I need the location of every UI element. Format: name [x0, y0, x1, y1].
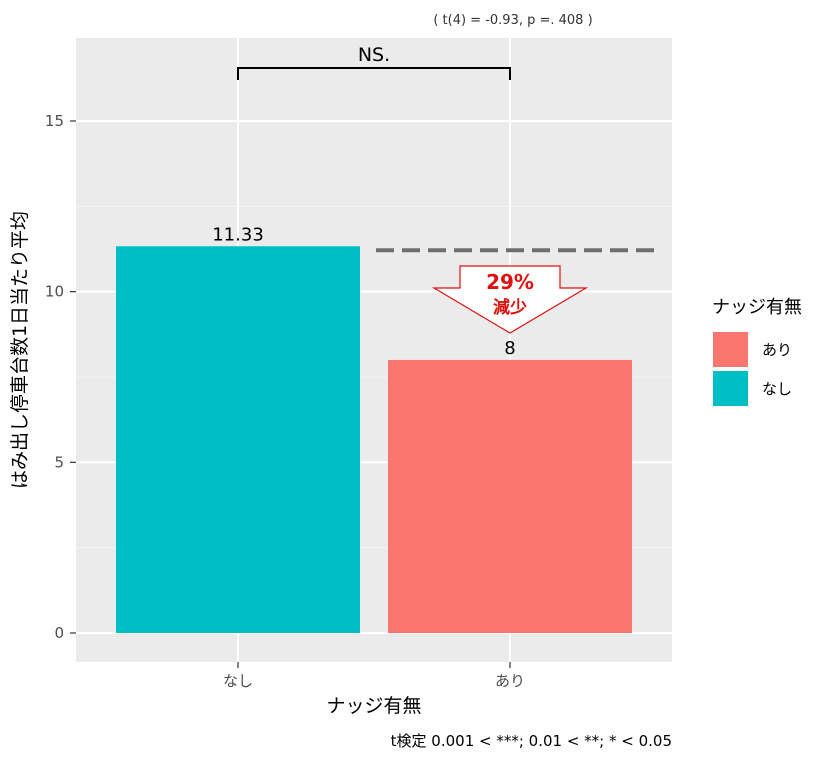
- test-footnote: t検定 0.001 < ***; 0.01 < **; * < 0.05: [391, 732, 672, 750]
- x-axis-ticks: なし あり: [223, 662, 525, 690]
- bar-0: [116, 246, 360, 633]
- legend-label-ari: あり: [762, 341, 792, 359]
- bar-value-label: 11.33: [212, 224, 264, 245]
- y-tick-label: 0: [54, 624, 64, 642]
- y-tick-label: 5: [54, 453, 64, 471]
- significance-label: NS.: [358, 44, 390, 66]
- stat-test-text: ( t(4) = -0.93, p =. 408 ): [433, 13, 592, 28]
- x-tick-label: なし: [223, 672, 253, 690]
- down-arrow-icon: [431, 265, 589, 334]
- reduction-callout-arrow: 29% 減少: [431, 265, 589, 334]
- bar-value-label: 8: [504, 338, 515, 359]
- y-axis-ticks: 0 5 10 15: [45, 112, 76, 642]
- bar-1: [388, 359, 632, 633]
- y-tick-label: 10: [45, 283, 64, 301]
- bars: [116, 246, 632, 633]
- significance-bracket: [237, 67, 511, 80]
- x-tick-label: あり: [495, 672, 525, 690]
- callout-reduction-label: 減少: [493, 297, 527, 318]
- legend-title: ナッジ有無: [712, 297, 802, 318]
- legend: ナッジ有無 あり なし: [712, 297, 802, 406]
- legend-key-ari: [713, 332, 748, 367]
- x-axis-title: ナッジ有無: [326, 695, 421, 717]
- legend-key-nashi: [713, 371, 748, 406]
- legend-label-nashi: なし: [762, 380, 792, 398]
- y-tick-label: 15: [45, 112, 64, 130]
- y-axis-title: はみ出し停車台数1日当たり平均: [9, 211, 31, 489]
- bar-value-labels: 11.33 8: [212, 224, 515, 359]
- callout-percent-label: 29%: [486, 270, 534, 294]
